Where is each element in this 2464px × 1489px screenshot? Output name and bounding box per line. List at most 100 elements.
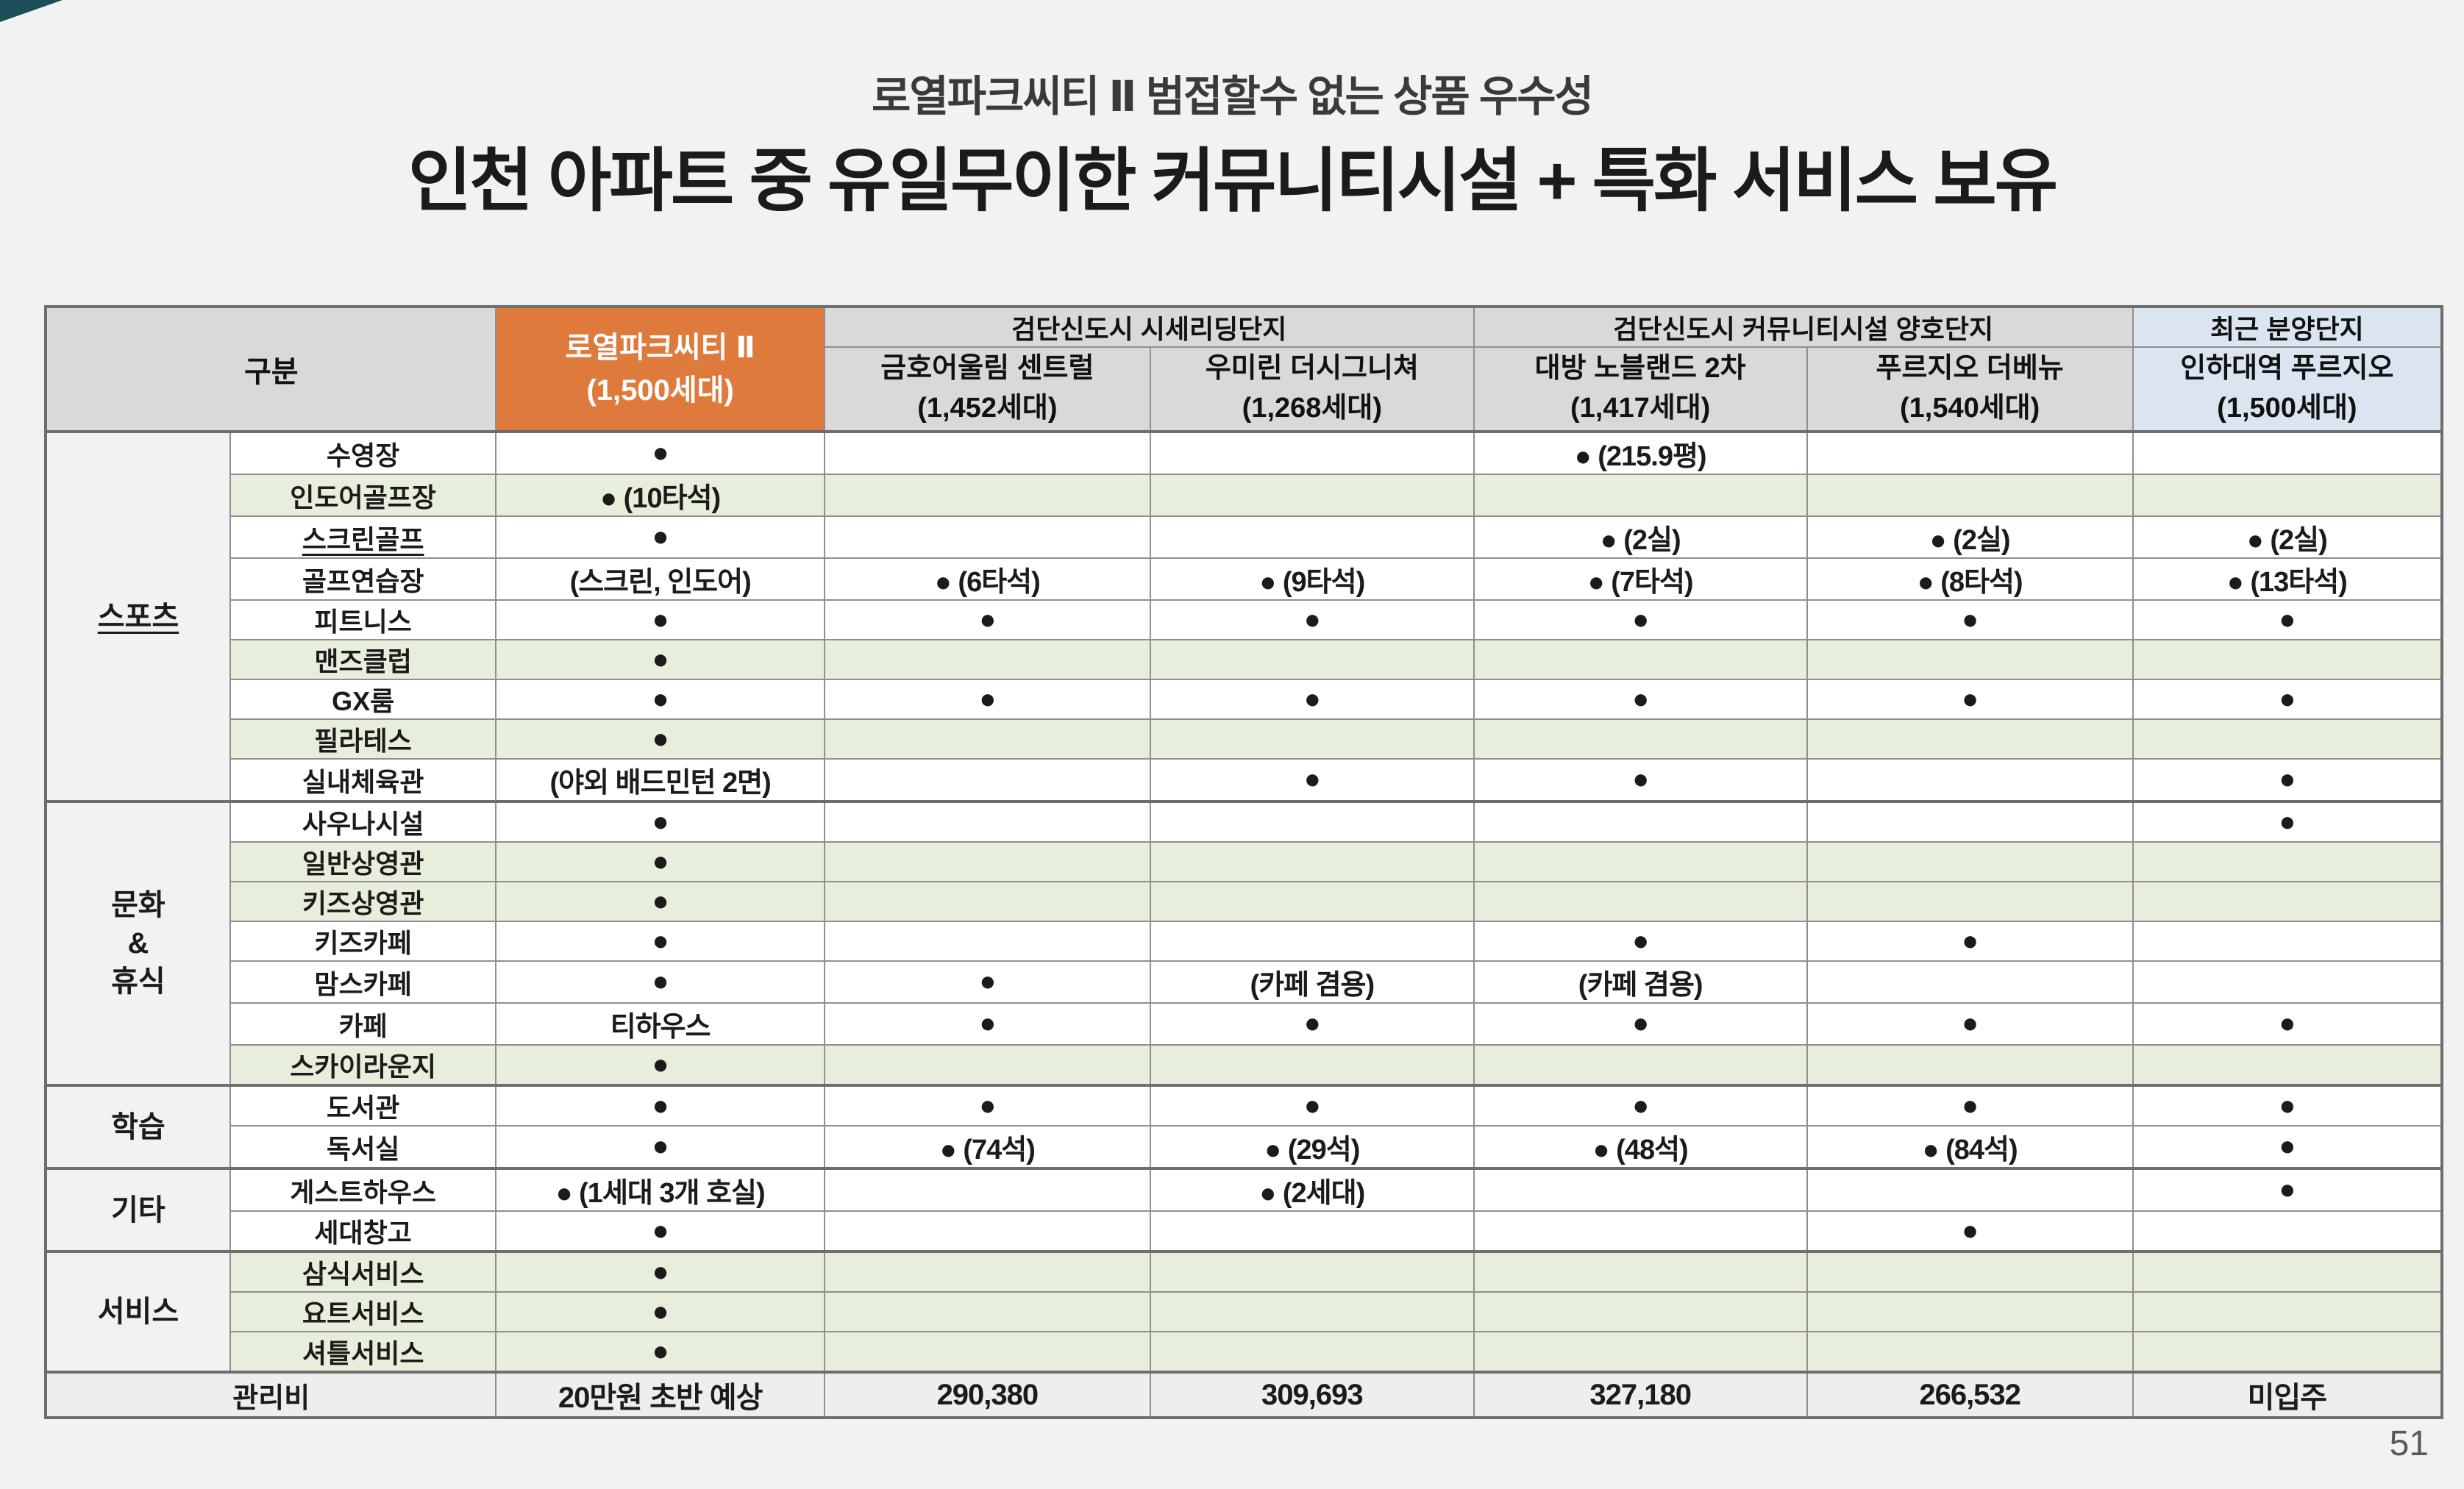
value-cell: ●	[495, 679, 825, 720]
value-cell: ●	[1149, 758, 1475, 802]
value-cell: ●	[1473, 921, 1808, 962]
value-cell	[823, 1167, 1151, 1212]
value-cell	[823, 841, 1151, 882]
facility-label: 요트서비스	[229, 1291, 497, 1332]
value-cell	[1473, 1291, 1808, 1332]
complex-units: (1,452세대)	[917, 393, 1058, 424]
value-cell	[2132, 474, 2443, 517]
fee-value: 20만원 초반 예상	[495, 1371, 825, 1418]
complex-name: 푸르지오 더베뉴	[1876, 353, 2064, 385]
value-cell: ● (2세대)	[1149, 1167, 1475, 1212]
value-cell: ●	[823, 1084, 1151, 1126]
value-cell	[1806, 1331, 2134, 1373]
value-cell	[1473, 1167, 1808, 1212]
value-cell: ●	[495, 515, 825, 559]
value-cell	[1473, 474, 1808, 517]
value-cell: ● (2실)	[1806, 515, 2134, 559]
value-cell	[1149, 841, 1475, 882]
table-row: 카페 티하우스 ● ● ● ● ●	[46, 1002, 2443, 1046]
facility-label: 게스트하우스	[229, 1167, 497, 1212]
value-cell: ●	[495, 1084, 825, 1126]
value-cell: ● (6타석)	[823, 557, 1151, 601]
value-cell: ●	[495, 881, 825, 922]
value-cell: (야외 배드민턴 2면)	[495, 758, 825, 802]
facility-label: 필라테스	[229, 718, 497, 760]
value-cell: ●	[1473, 758, 1808, 802]
header-name-row: 금호어울림 센트럴 (1,452세대) 우미린 더시그니쳐 (1,268세대) …	[46, 346, 2443, 433]
value-cell	[1806, 1044, 2134, 1086]
table-row: 인도어골프장 ● (10타석)	[46, 474, 2443, 517]
table-row: 스크린골프 ● ● (2실) ● (2실) ● (2실)	[46, 515, 2443, 559]
value-cell: ● (9타석)	[1149, 557, 1475, 601]
category-cell: 스포츠	[45, 430, 231, 802]
comparison-table-wrap: 구분 로열파크씨티 Ⅱ (1,500세대) 검단신도시 시세리딩단지 검단신도시…	[44, 305, 2443, 1419]
header-kumho: 금호어울림 센트럴 (1,452세대)	[823, 346, 1151, 433]
value-cell	[1806, 639, 2134, 680]
header-group-community-good: 검단신도시 커뮤니티시설 양호단지	[1473, 306, 2134, 348]
table-row: 학습 도서관 ● ● ● ● ● ●	[45, 1084, 2443, 1169]
value-cell: ●	[1473, 679, 1808, 720]
value-cell	[2132, 1044, 2443, 1086]
value-cell	[2132, 430, 2443, 475]
header-group-recent-sale: 최근 분양단지	[2132, 306, 2443, 348]
value-cell: ● (13타석)	[2132, 557, 2443, 601]
table-row: 요트서비스 ●	[46, 1291, 2443, 1332]
value-cell: ● (10타석)	[495, 474, 825, 517]
value-cell: ●	[1149, 1002, 1475, 1046]
complex-units: (1,417세대)	[1570, 393, 1711, 424]
header-prugio-thevenue: 푸르지오 더베뉴 (1,540세대)	[1806, 346, 2134, 433]
value-cell	[823, 1210, 1151, 1252]
value-cell	[823, 639, 1151, 680]
header-group-row: 구분 로열파크씨티 Ⅱ (1,500세대) 검단신도시 시세리딩단지 검단신도시…	[44, 306, 2443, 432]
complex-units: (1,500세대)	[2217, 393, 2357, 424]
value-cell: ●	[495, 1250, 825, 1293]
table-row: 피트니스 ● ● ● ● ● ●	[46, 599, 2443, 640]
value-cell: ●	[2132, 1084, 2443, 1126]
value-cell	[1149, 474, 1475, 517]
value-cell: (카페 겸용)	[1149, 960, 1475, 1004]
fee-value: 309,693	[1149, 1371, 1475, 1418]
facility-label: 수영장	[229, 430, 497, 475]
facility-comparison-table: 구분 로열파크씨티 Ⅱ (1,500세대) 검단신도시 시세리딩단지 검단신도시…	[44, 305, 2443, 1419]
value-cell: ●	[495, 599, 825, 640]
complex-name: 인하대역 푸르지오	[2180, 353, 2394, 385]
value-cell	[823, 1331, 1151, 1373]
value-cell	[1806, 430, 2134, 475]
category-cell: 기타	[45, 1167, 231, 1252]
value-cell	[2132, 1291, 2443, 1332]
complex-name: 금호어울림 센트럴	[880, 353, 1094, 385]
value-cell: ●	[2132, 1125, 2443, 1169]
value-cell: ● (2실)	[2132, 515, 2443, 559]
value-cell: ● (2실)	[1473, 515, 1808, 559]
complex-units: (1,500세대)	[586, 374, 734, 407]
value-cell	[1149, 1044, 1475, 1086]
value-cell: ●	[2132, 758, 2443, 802]
category-cell: 문화 & 휴식	[45, 800, 231, 1086]
value-cell	[2132, 639, 2443, 680]
value-cell: ●	[495, 718, 825, 760]
table-row: 맘스카페 ● ● (카페 겸용) (카페 겸용)	[46, 960, 2443, 1004]
value-cell	[1473, 1044, 1808, 1086]
facility-label: 세대창고	[229, 1210, 497, 1252]
value-cell: ●	[495, 430, 825, 475]
value-cell	[1473, 639, 1808, 680]
value-cell	[1149, 515, 1475, 559]
facility-label: 키즈카페	[229, 921, 497, 962]
category-cell: 서비스	[45, 1250, 231, 1373]
value-cell	[823, 1044, 1151, 1086]
value-cell	[1149, 881, 1475, 922]
value-cell: ●	[495, 639, 825, 680]
complex-name: 우미린 더시그니쳐	[1205, 353, 1419, 385]
value-cell: ● (1세대 3개 호실)	[495, 1167, 825, 1212]
facility-label: 도서관	[229, 1084, 497, 1126]
value-cell: (카페 겸용)	[1473, 960, 1808, 1004]
fee-value: 266,532	[1806, 1371, 2134, 1418]
value-cell: ●	[2132, 1002, 2443, 1046]
facility-label: 스카이라운지	[229, 1044, 497, 1086]
header-group-price-leading: 검단신도시 시세리딩단지	[823, 306, 1475, 348]
table-row: 서비스 삼식서비스 ●	[45, 1250, 2443, 1373]
value-cell	[1149, 430, 1475, 475]
value-cell: ●	[1149, 599, 1475, 640]
value-cell: ●	[495, 1044, 825, 1086]
